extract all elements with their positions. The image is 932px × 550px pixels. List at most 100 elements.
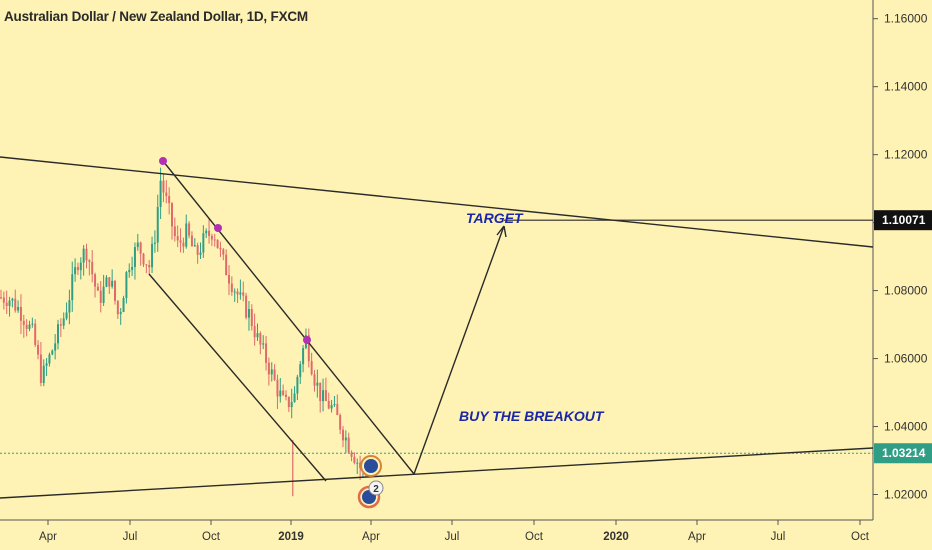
target-price-label-bg [874, 210, 932, 231]
candle-body [327, 400, 330, 409]
candle-body [219, 247, 222, 250]
candle-body [59, 324, 62, 326]
candle-body [153, 242, 156, 244]
candle-body [68, 300, 71, 313]
chart-title: Australian Dollar / New Zealand Dollar, … [4, 9, 308, 24]
x-tick-label: Jul [771, 531, 786, 543]
candle-body [330, 405, 333, 409]
candle-body [190, 235, 193, 247]
x-tick-label: 2020 [603, 531, 629, 543]
candle-body [262, 343, 265, 345]
candle-body [276, 379, 279, 397]
candle-body [91, 261, 94, 275]
candle-body [128, 269, 131, 273]
candle-body [344, 437, 347, 441]
candle-body [245, 295, 248, 318]
candle-body [173, 226, 176, 237]
candle-body [310, 361, 313, 375]
candle-body [299, 364, 302, 377]
candle-body [353, 456, 356, 463]
channel-upper-line [162, 160, 415, 475]
upper-trendline [0, 156, 874, 248]
x-tick-label: Oct [851, 531, 870, 543]
candle-body [45, 363, 48, 366]
candle-body [333, 404, 336, 406]
candle-body [76, 267, 79, 271]
candle-body [339, 415, 342, 430]
y-tick-label: 1.06000 [884, 352, 928, 366]
y-tick-label: 1.16000 [884, 12, 928, 26]
candle-body [108, 277, 111, 287]
candle-body [11, 298, 14, 301]
candle-body [228, 275, 230, 284]
lower-trendline [0, 447, 874, 499]
candle-body [236, 291, 239, 295]
candle-body [142, 253, 145, 265]
candle-body [39, 354, 42, 383]
candle-body [136, 242, 139, 248]
candle-body [287, 396, 290, 408]
candle-body [8, 300, 11, 306]
candle-body [105, 277, 108, 287]
candle-body [159, 180, 162, 207]
candle-body [265, 343, 268, 363]
x-tick-label: 2019 [278, 531, 304, 543]
candle-body [225, 254, 228, 276]
target-price-label: 1.10071 [882, 213, 926, 227]
candle-body [165, 192, 168, 196]
candle-body [205, 230, 208, 234]
candle-body [62, 318, 65, 326]
y-tick-label: 1.12000 [884, 148, 928, 162]
candle-body [148, 264, 151, 268]
candle-body [319, 382, 322, 402]
y-tick-label: 1.04000 [884, 420, 928, 434]
candle-body [213, 239, 216, 241]
candle-body [322, 390, 325, 402]
candle-body [285, 394, 287, 397]
candle-body [57, 324, 59, 344]
candle-body [51, 350, 54, 355]
candle-body [42, 365, 45, 383]
candle-body [222, 249, 225, 255]
candle-body [176, 236, 179, 241]
candle-body [342, 429, 344, 441]
candle-body [162, 180, 165, 193]
candle-body [267, 362, 270, 375]
candle-body [230, 283, 233, 292]
candle-body [65, 312, 68, 319]
candle-body [114, 280, 116, 301]
x-tick-label: Oct [525, 531, 544, 543]
candle-body [199, 252, 202, 255]
x-tick-label: Jul [445, 531, 460, 543]
candle-body [14, 298, 17, 311]
candle-body [133, 247, 136, 267]
candle-body [122, 298, 125, 313]
candle-body [171, 203, 173, 227]
candle-body [356, 462, 359, 464]
candle-body [290, 402, 293, 408]
pivot-marker [214, 224, 222, 232]
candle-body [273, 369, 276, 380]
candle-body [145, 264, 148, 266]
candle-body [82, 248, 85, 263]
candle-body [119, 312, 122, 315]
candle-body [216, 239, 219, 248]
candle-body [131, 266, 134, 270]
arrow-head [496, 225, 507, 238]
candle-body [34, 323, 37, 345]
candle-body [28, 324, 31, 329]
projection-line [413, 225, 505, 475]
candle-body [74, 267, 77, 275]
candle-body [324, 390, 327, 401]
candle-body [282, 390, 285, 395]
candle-body [54, 343, 57, 351]
candle-body [210, 235, 213, 240]
y-tick-label: 1.14000 [884, 80, 928, 94]
candle-body [208, 230, 211, 236]
x-tick-label: Apr [688, 531, 706, 543]
event-count-badge [368, 480, 384, 496]
candle-body [19, 306, 22, 321]
y-tick-label: 1.08000 [884, 284, 928, 298]
